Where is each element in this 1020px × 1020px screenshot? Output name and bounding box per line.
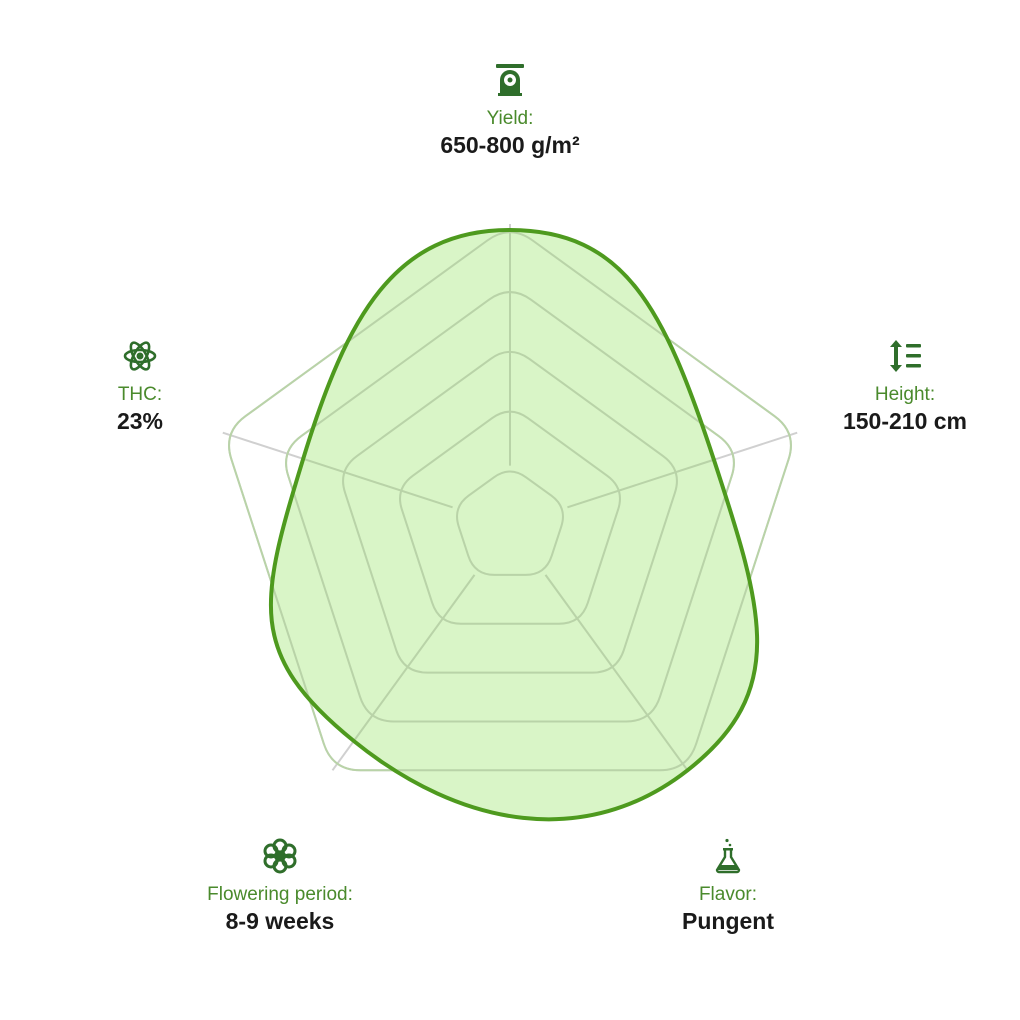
flavor-value: Pungent [682, 908, 774, 934]
yield-value: 650-800 g/m² [440, 132, 580, 158]
axis-spoke-overlay [302, 457, 453, 509]
yield-label: Yield: [486, 108, 534, 129]
flowering-label: Flowering period: [207, 884, 353, 905]
axis-spoke-overlay [567, 458, 715, 509]
flower-icon [263, 838, 297, 874]
stat-flowering: Flowering period: 8-9 weeks [150, 838, 410, 936]
flowering-value: 8-9 weeks [225, 908, 335, 934]
thc-label: THC: [117, 384, 163, 405]
stat-thc: THC: 23% [10, 338, 270, 436]
thc-value: 23% [116, 408, 164, 434]
scale-icon [496, 64, 524, 96]
stat-height: Height: 150-210 cm [775, 338, 1020, 436]
radar-outline [268, 227, 760, 822]
flask-icon [715, 838, 741, 874]
height-label: Height: [874, 384, 936, 405]
axis-spoke-overlay [544, 574, 689, 771]
height-icon [890, 340, 921, 372]
grid-ring-overlay [342, 350, 678, 674]
grid-ring-overlay [399, 410, 621, 625]
height-value: 150-210 cm [842, 408, 968, 434]
grid-ring-overlay [456, 470, 564, 576]
flavor-label: Flavor: [698, 884, 758, 905]
axis-spoke-overlay [352, 574, 476, 742]
atom-icon [123, 341, 157, 371]
stat-yield: Yield: 650-800 g/m² [380, 62, 640, 160]
stat-flavor: Flavor: Pungent [598, 838, 858, 936]
radar-data [228, 227, 792, 822]
radar-area [270, 229, 758, 820]
grid-ring-overlay [285, 291, 735, 723]
grid-ring-overlay [228, 231, 792, 772]
